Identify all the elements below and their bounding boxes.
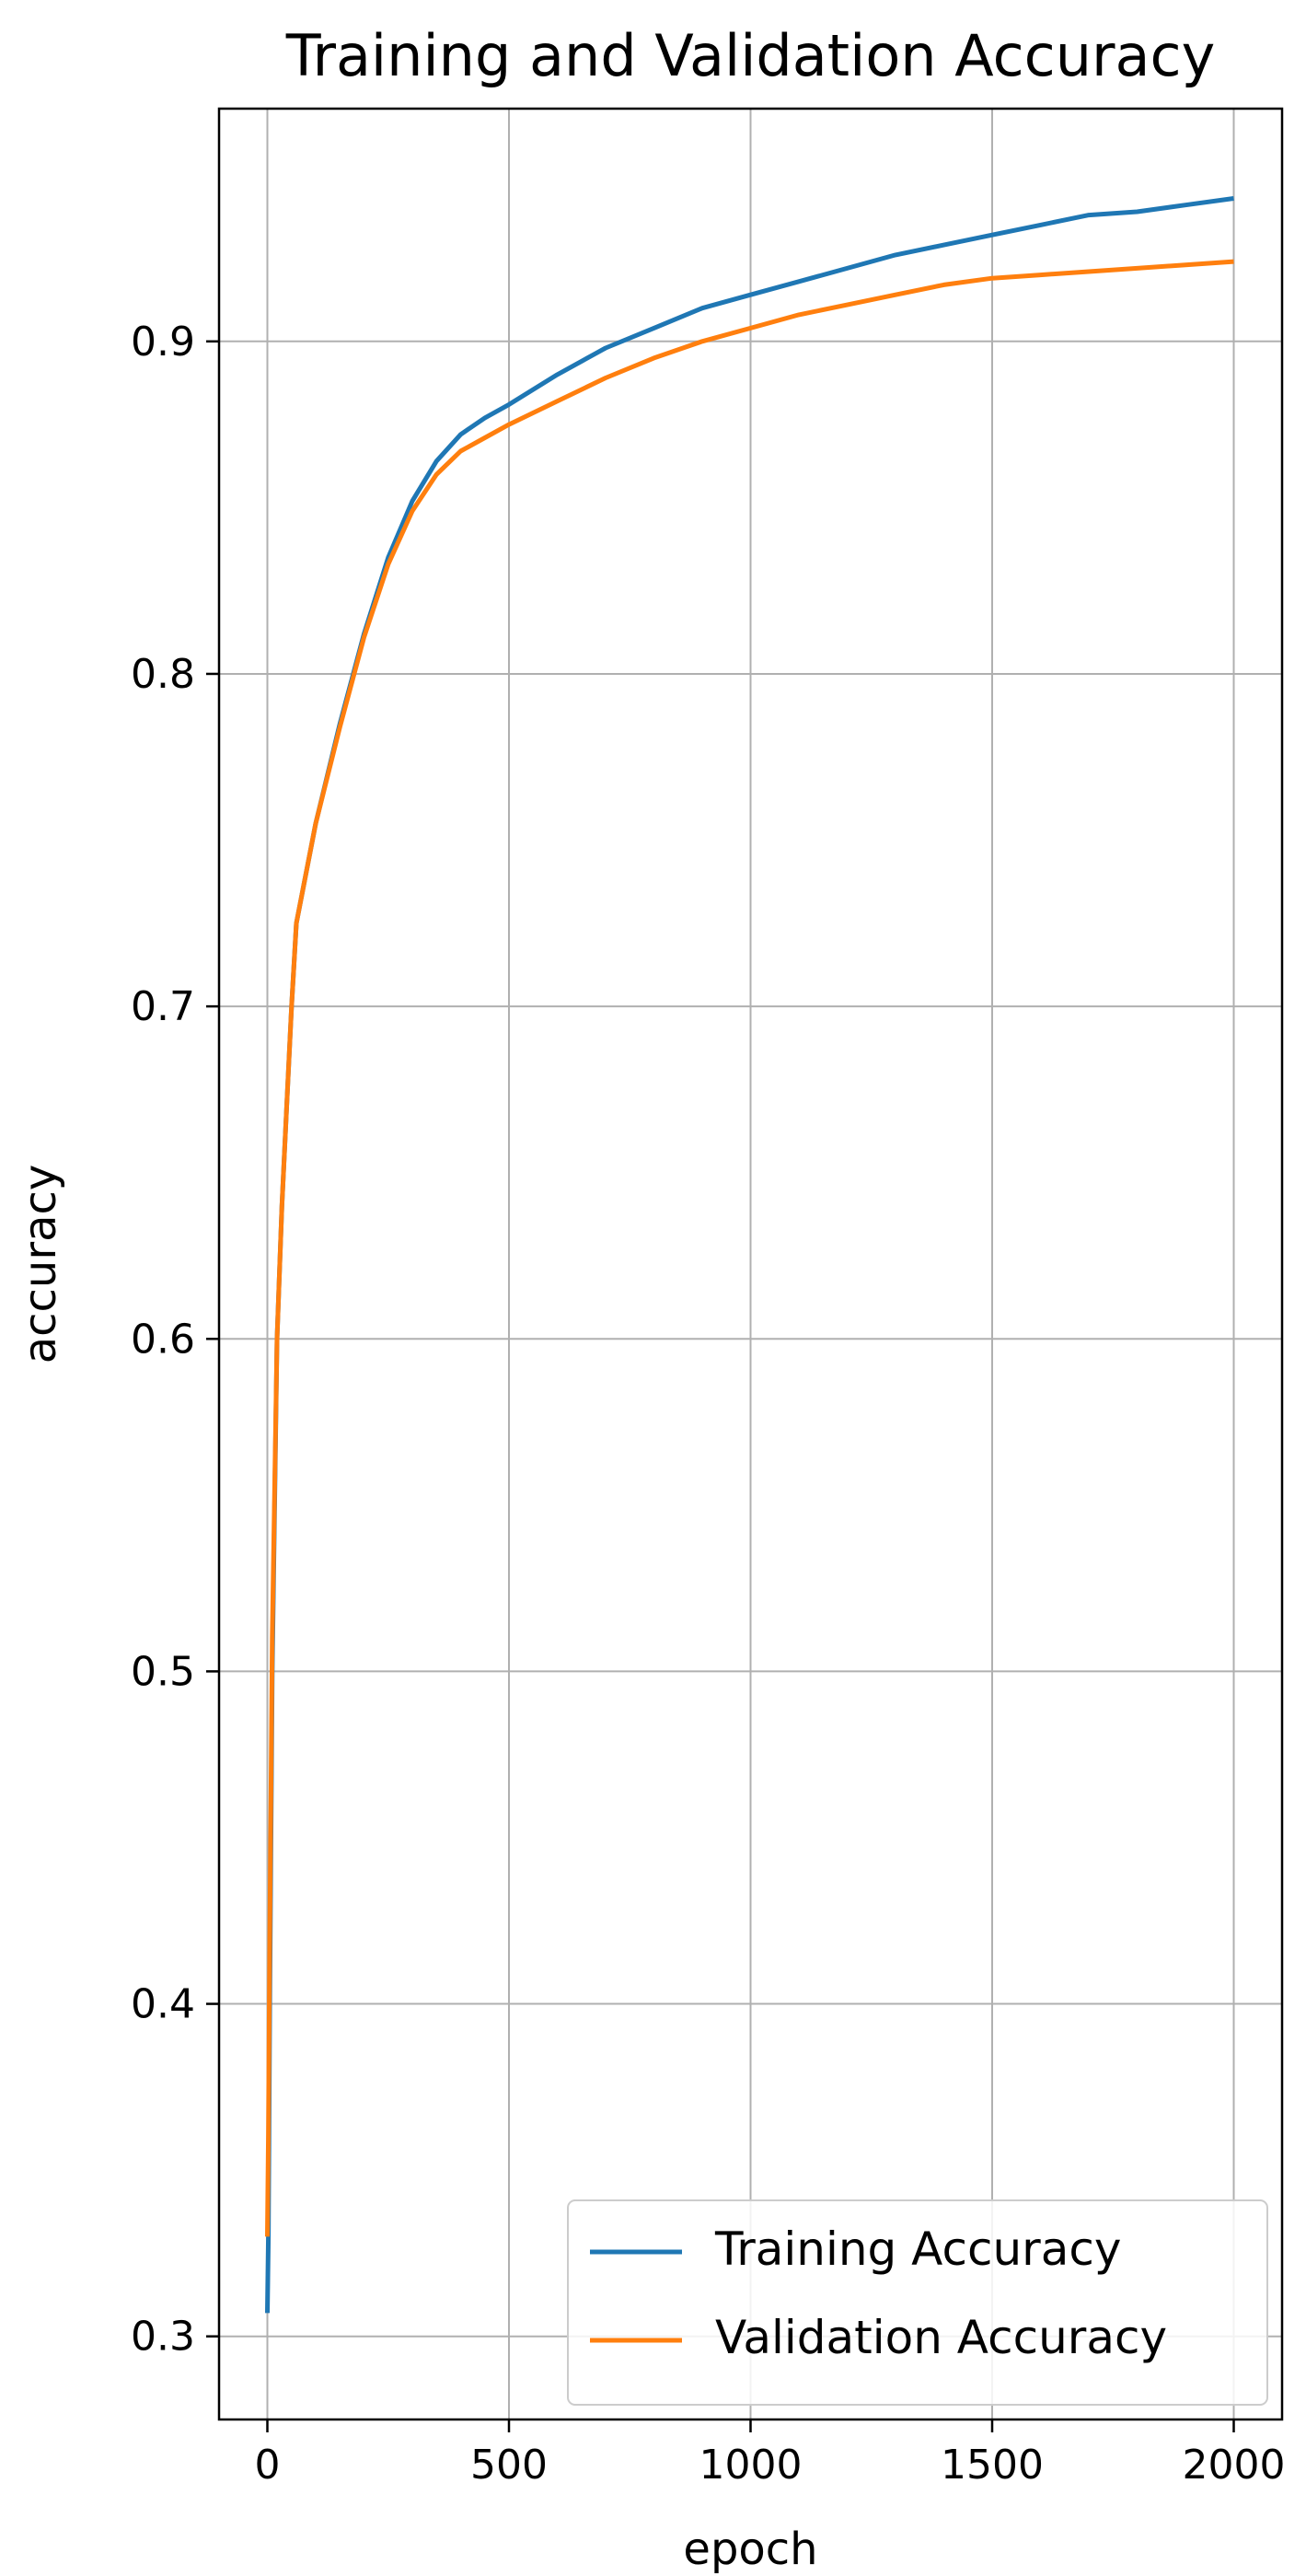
x-tick-label: 2000 <box>1183 2442 1286 2489</box>
plot-lines <box>265 196 1234 2314</box>
x-tick-label: 500 <box>470 2442 548 2489</box>
y-tick-label: 0.5 <box>131 1648 195 1695</box>
legend-label: Validation Accuracy <box>715 2311 1167 2364</box>
legend-box <box>567 2199 1268 2406</box>
y-tick-label: 0.7 <box>131 983 195 1030</box>
y-tick-label: 0.4 <box>131 1981 195 2028</box>
grid <box>219 109 1282 2419</box>
x-tick-label: 1500 <box>941 2442 1044 2489</box>
y-axis-label: accuracy <box>15 1165 66 1364</box>
y-tick-label: 0.8 <box>131 651 195 698</box>
series-line-validation <box>265 259 1234 2237</box>
ticks: 0 500 1000 1500 2000 0.3 0.4 0.5 0.6 0.7 0.8 0.9 <box>131 319 1285 2489</box>
legend: Training Accuracy Validation Accuracy <box>567 2199 1268 2406</box>
x-tick-label: 0 <box>255 2442 281 2489</box>
legend-label: Training Accuracy <box>714 2222 1121 2276</box>
chart-title: Training and Validation Accuracy <box>285 22 1216 89</box>
y-tick-label: 0.3 <box>131 2314 195 2361</box>
x-tick-label: 1000 <box>699 2442 803 2489</box>
x-axis-label: epoch <box>683 2524 817 2575</box>
y-tick-label: 0.9 <box>131 319 195 366</box>
y-tick-label: 0.6 <box>131 1316 195 1363</box>
